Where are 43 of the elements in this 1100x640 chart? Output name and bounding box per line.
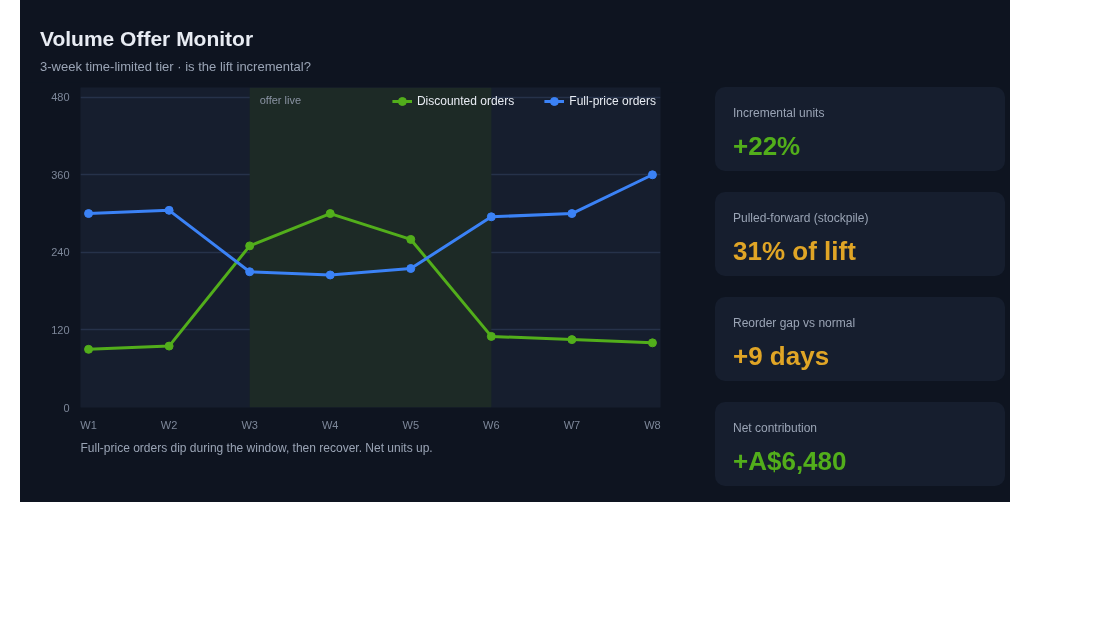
- x-tick-label: W7: [563, 418, 581, 431]
- point: [84, 208, 94, 218]
- point: [647, 337, 657, 347]
- y-tick-label: 360: [51, 168, 70, 181]
- point: [406, 263, 416, 273]
- text: 31% of lift: [733, 234, 857, 268]
- band-label: offer live: [259, 93, 302, 106]
- point: [325, 208, 335, 218]
- y-tick-label: 240: [51, 245, 70, 258]
- point: [245, 266, 255, 276]
- y-tick-label: 480: [51, 90, 70, 103]
- point: [647, 169, 657, 179]
- text: Pulled-forward (stockpile): [733, 209, 870, 227]
- point: [245, 240, 255, 250]
- x-tick-label: W1: [80, 418, 97, 431]
- text: Net contribution: [733, 419, 819, 437]
- legend-label: Discounted orders: [416, 93, 515, 108]
- x-tick-label: W5: [402, 418, 420, 431]
- x-tick-label: W2: [160, 418, 178, 431]
- x-tick-label: W3: [241, 418, 258, 431]
- x-tick-label: W6: [483, 418, 500, 431]
- y-tick-label: 120: [51, 323, 70, 336]
- chart-title: Volume Offer Monitor: [40, 26, 255, 52]
- text: +A$6,480: [733, 444, 848, 478]
- legend-label: Full-price orders: [569, 93, 656, 108]
- point: [164, 341, 174, 351]
- text: Full-price orders dip during the window, then recover. Net units up.: [80, 440, 433, 455]
- text: Incremental units: [733, 104, 826, 122]
- point: [325, 270, 335, 280]
- text: Reorder gap vs normal: [733, 314, 857, 332]
- text: +22%: [733, 129, 802, 163]
- point: [486, 211, 496, 221]
- point: [164, 205, 174, 215]
- point: [567, 334, 577, 344]
- point: [84, 344, 94, 354]
- text: +9 days: [733, 339, 831, 373]
- y-tick-label: 0: [63, 401, 70, 414]
- point: [406, 234, 416, 244]
- chart-subtitle: 3-week time-limited tier · is the lift incremental?: [40, 58, 311, 76]
- x-tick-label: W8: [644, 418, 661, 431]
- x-tick-label: W4: [321, 418, 339, 431]
- point: [567, 208, 577, 218]
- point: [486, 331, 496, 341]
